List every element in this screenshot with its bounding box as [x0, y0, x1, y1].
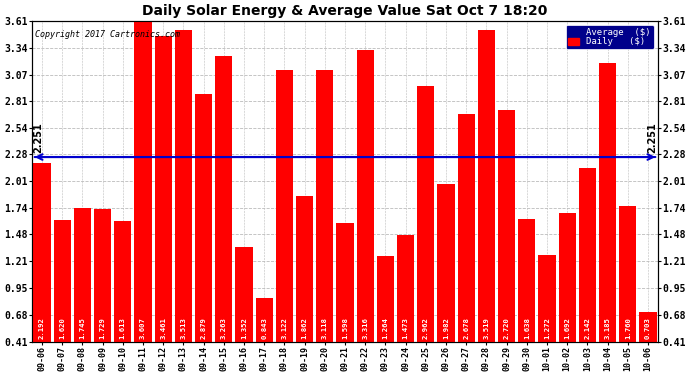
Bar	[640, 312, 657, 375]
Text: 1.272: 1.272	[544, 317, 550, 339]
Text: 3.513: 3.513	[180, 317, 186, 339]
Bar	[155, 36, 172, 375]
Bar	[215, 56, 233, 375]
Bar	[175, 30, 192, 375]
Bar	[457, 114, 475, 375]
Bar	[235, 247, 253, 375]
Bar	[94, 209, 111, 375]
Text: 2.251: 2.251	[33, 122, 43, 153]
Text: 1.760: 1.760	[625, 317, 631, 339]
Bar	[417, 86, 435, 375]
Text: 1.620: 1.620	[59, 317, 65, 339]
Text: 3.607: 3.607	[140, 317, 146, 339]
Bar	[296, 196, 313, 375]
Text: 1.613: 1.613	[120, 317, 126, 339]
Text: 1.264: 1.264	[382, 317, 388, 339]
Text: 3.118: 3.118	[322, 317, 328, 339]
Bar	[538, 255, 555, 375]
Text: 1.729: 1.729	[99, 317, 106, 339]
Text: 2.720: 2.720	[504, 317, 510, 339]
Bar	[276, 70, 293, 375]
Bar	[498, 110, 515, 375]
Bar	[74, 208, 91, 375]
Text: 2.142: 2.142	[584, 317, 591, 339]
Bar	[337, 222, 353, 375]
Text: 2.251: 2.251	[647, 122, 657, 153]
Text: 2.962: 2.962	[423, 317, 428, 339]
Bar	[559, 213, 576, 375]
Bar	[255, 298, 273, 375]
Bar	[619, 206, 636, 375]
Bar	[33, 163, 50, 375]
Bar	[195, 94, 212, 375]
Bar	[114, 221, 131, 375]
Text: 3.316: 3.316	[362, 317, 368, 339]
Bar	[135, 21, 152, 375]
Title: Daily Solar Energy & Average Value Sat Oct 7 18:20: Daily Solar Energy & Average Value Sat O…	[142, 4, 548, 18]
Text: 3.461: 3.461	[160, 317, 166, 339]
Bar	[397, 235, 414, 375]
Text: 2.678: 2.678	[463, 317, 469, 339]
Bar	[518, 219, 535, 375]
Text: 3.263: 3.263	[221, 317, 227, 339]
Text: 3.185: 3.185	[604, 317, 611, 339]
Text: 2.879: 2.879	[201, 317, 206, 339]
Text: 0.843: 0.843	[262, 317, 267, 339]
Text: 0.703: 0.703	[645, 317, 651, 339]
Text: 3.519: 3.519	[484, 317, 489, 339]
Legend: Average  ($), Daily   ($): Average ($), Daily ($)	[566, 25, 653, 49]
Bar	[599, 63, 616, 375]
Bar	[478, 30, 495, 375]
Bar	[437, 184, 455, 375]
Bar	[377, 256, 394, 375]
Text: Copyright 2017 Cartronics.com: Copyright 2017 Cartronics.com	[35, 30, 180, 39]
Text: 2.192: 2.192	[39, 317, 45, 339]
Bar	[579, 168, 596, 375]
Bar	[357, 50, 374, 375]
Bar	[316, 70, 333, 375]
Text: 3.122: 3.122	[282, 317, 288, 339]
Text: 1.598: 1.598	[342, 317, 348, 339]
Text: 1.352: 1.352	[241, 317, 247, 339]
Text: 1.745: 1.745	[79, 317, 86, 339]
Text: 1.692: 1.692	[564, 317, 570, 339]
Bar	[54, 220, 71, 375]
Text: 1.638: 1.638	[524, 317, 530, 339]
Text: 1.862: 1.862	[302, 317, 308, 339]
Text: 1.982: 1.982	[443, 317, 449, 339]
Text: 1.473: 1.473	[402, 317, 408, 339]
